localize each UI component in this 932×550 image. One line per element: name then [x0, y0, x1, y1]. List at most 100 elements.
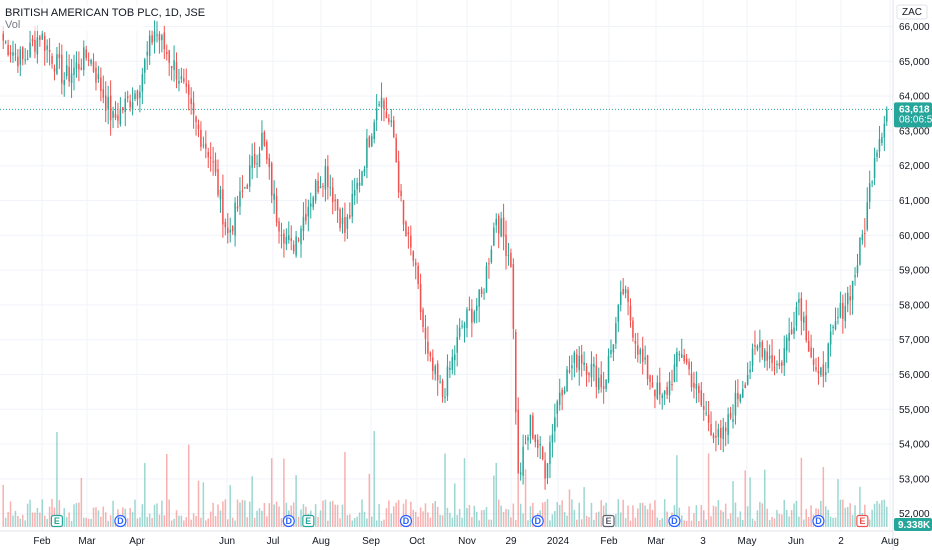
candle[interactable] [785, 334, 788, 363]
candle[interactable] [327, 155, 329, 200]
candle[interactable] [654, 389, 656, 409]
candle[interactable] [468, 296, 471, 311]
candle[interactable] [778, 349, 781, 370]
candle[interactable] [192, 91, 195, 129]
candle[interactable] [222, 174, 224, 238]
candle[interactable] [500, 211, 502, 238]
candle[interactable] [214, 152, 217, 176]
candle[interactable] [158, 31, 161, 54]
candle[interactable] [319, 176, 322, 189]
candle[interactable] [480, 286, 483, 298]
candle[interactable] [278, 217, 280, 244]
candle[interactable] [793, 311, 795, 339]
candle[interactable] [466, 307, 468, 338]
candle[interactable] [26, 49, 29, 61]
candle[interactable] [866, 187, 869, 232]
candle[interactable] [868, 170, 871, 210]
candle[interactable] [419, 273, 422, 321]
candle[interactable] [134, 90, 136, 102]
candle[interactable] [690, 361, 693, 392]
candle[interactable] [117, 102, 119, 129]
y-axis[interactable]: 52,000 53,000 54,000 55,000 56,000 57,000 58,0… [899, 22, 930, 520]
candle[interactable] [605, 379, 607, 393]
candle[interactable] [46, 39, 48, 63]
candle[interactable] [73, 54, 75, 91]
candle[interactable] [380, 82, 383, 121]
candle[interactable] [639, 347, 642, 364]
candle[interactable] [439, 375, 441, 384]
candle[interactable] [722, 417, 725, 453]
candle[interactable] [268, 153, 271, 180]
candle[interactable] [427, 326, 429, 362]
candle[interactable] [43, 32, 46, 66]
candle[interactable] [378, 101, 380, 107]
dividend-marker[interactable]: D [114, 514, 127, 528]
candle[interactable] [58, 42, 61, 70]
candle[interactable] [519, 462, 522, 481]
candle[interactable] [317, 172, 319, 195]
candle[interactable] [539, 436, 541, 460]
candle[interactable] [85, 45, 87, 61]
candle[interactable] [461, 320, 463, 329]
candle[interactable] [788, 317, 790, 353]
candle[interactable] [693, 371, 695, 399]
candle[interactable] [517, 397, 519, 474]
candle[interactable] [344, 202, 346, 242]
candle[interactable] [571, 355, 573, 381]
candle[interactable] [851, 280, 854, 315]
candle[interactable] [624, 285, 627, 299]
candle[interactable] [366, 128, 368, 179]
candle[interactable] [141, 67, 144, 105]
candle[interactable] [75, 51, 78, 78]
candle[interactable] [471, 299, 473, 338]
candle[interactable] [475, 298, 478, 324]
candle[interactable] [19, 46, 22, 77]
candle[interactable] [676, 347, 678, 383]
candle[interactable] [126, 90, 129, 103]
candle[interactable] [580, 344, 583, 377]
candle[interactable] [803, 311, 805, 331]
candle[interactable] [334, 194, 336, 212]
candle[interactable] [429, 351, 432, 362]
candle[interactable] [578, 346, 580, 386]
candle[interactable] [700, 381, 703, 408]
candle[interactable] [705, 400, 707, 416]
candle[interactable] [95, 61, 97, 91]
candle[interactable] [844, 292, 847, 329]
candle[interactable] [685, 354, 688, 365]
candle[interactable] [165, 44, 168, 61]
candle[interactable] [661, 392, 663, 410]
candle[interactable] [263, 130, 266, 147]
candle[interactable] [139, 84, 141, 113]
candle[interactable] [244, 186, 246, 189]
candle[interactable] [17, 48, 19, 73]
candle[interactable] [48, 38, 51, 66]
dividend-marker[interactable]: D [282, 514, 295, 528]
candle[interactable] [771, 339, 773, 372]
candle[interactable] [195, 115, 197, 136]
candle[interactable] [102, 75, 105, 104]
candle[interactable] [739, 393, 742, 404]
candle[interactable] [161, 33, 163, 53]
candle[interactable] [544, 452, 546, 490]
candle[interactable] [707, 400, 710, 432]
candle[interactable] [612, 344, 615, 362]
candle[interactable] [170, 65, 173, 81]
candle[interactable] [436, 360, 439, 396]
candle[interactable] [776, 360, 778, 374]
candle[interactable] [31, 35, 34, 47]
candle[interactable] [637, 332, 639, 363]
candle[interactable] [532, 412, 534, 440]
candle[interactable] [834, 307, 837, 331]
candle[interactable] [163, 25, 166, 60]
candle[interactable] [356, 177, 358, 204]
candle[interactable] [644, 345, 646, 365]
candle[interactable] [417, 262, 419, 290]
candle[interactable] [122, 107, 124, 114]
candle[interactable] [280, 222, 283, 249]
candle[interactable] [324, 158, 327, 202]
candle[interactable] [136, 89, 139, 106]
candle[interactable] [761, 339, 764, 360]
candle[interactable] [241, 175, 244, 199]
candle[interactable] [773, 355, 776, 376]
